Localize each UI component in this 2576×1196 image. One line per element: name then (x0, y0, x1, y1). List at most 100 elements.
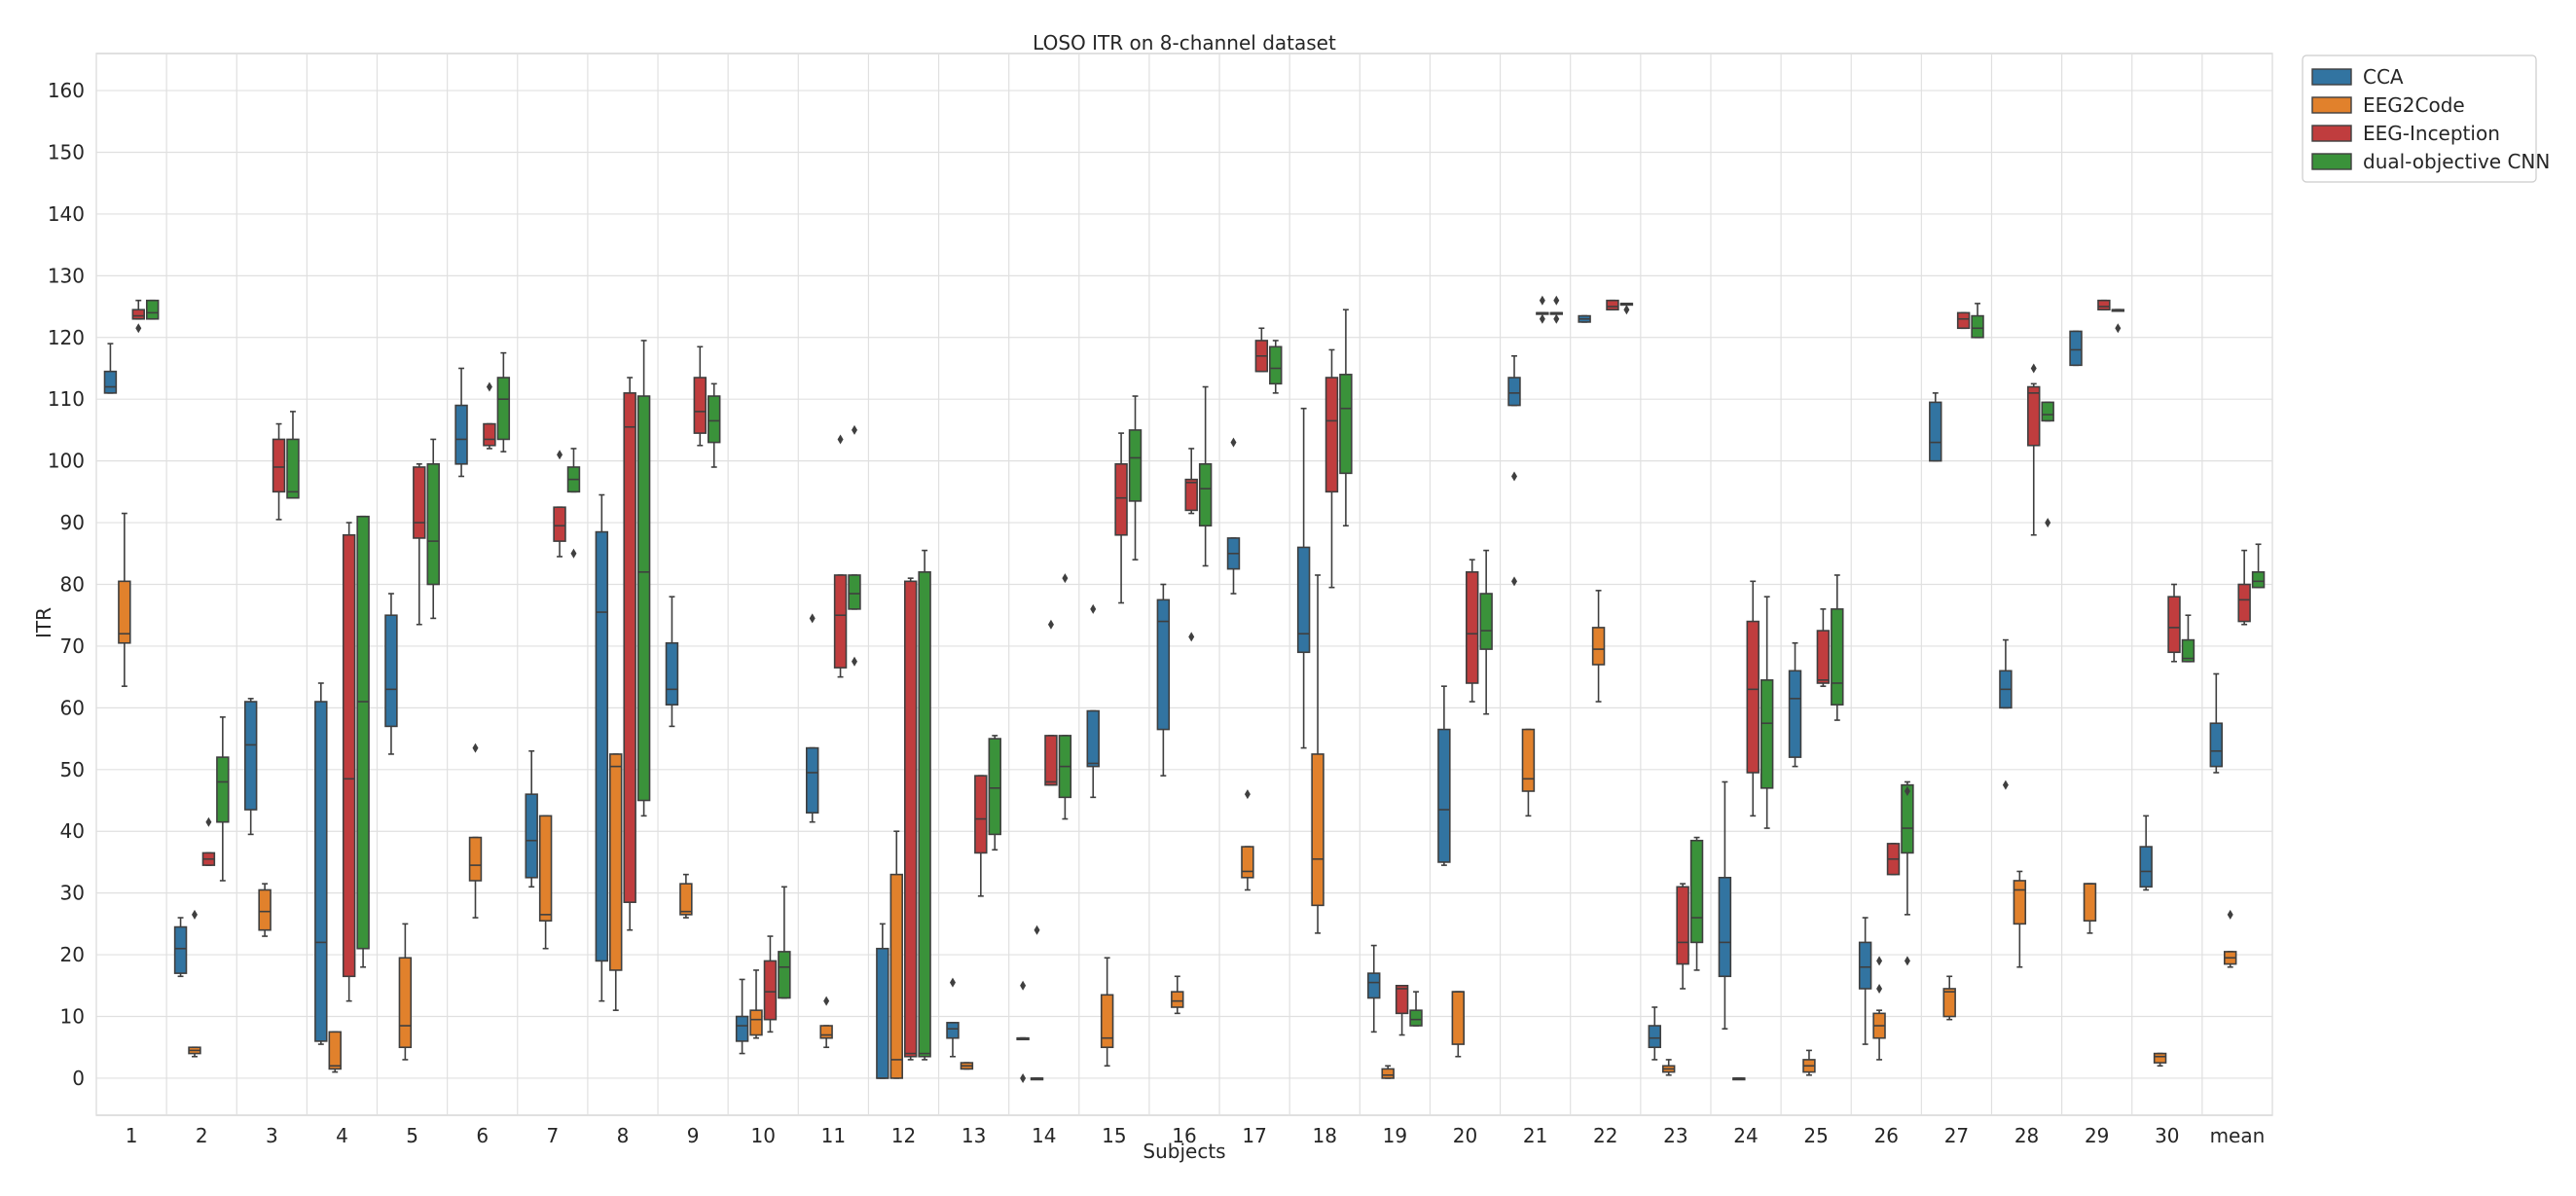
x-tick-label: 13 (961, 1124, 986, 1147)
flier-point (205, 816, 212, 827)
y-tick-label: 10 (60, 1005, 85, 1029)
box (876, 923, 889, 1079)
box-body (1788, 670, 1802, 758)
box-body (454, 404, 468, 465)
box (679, 873, 693, 919)
box-body (118, 580, 131, 644)
x-tick-label: 18 (1313, 1124, 1337, 1147)
box-body (2027, 385, 2041, 447)
box-body (806, 746, 819, 814)
flier-point (1553, 295, 1560, 306)
box-body (1648, 1025, 1661, 1049)
flier-point (135, 323, 142, 334)
x-tick-label: 15 (1102, 1124, 1126, 1147)
box (806, 613, 819, 823)
box-body (679, 883, 693, 916)
box-body (1044, 735, 1058, 786)
x-tick-label: 2 (196, 1124, 208, 1147)
box (496, 351, 511, 453)
box-body (2083, 883, 2097, 922)
chart-title: LOSO ITR on 8-channel dataset (1033, 31, 1336, 54)
box-body (2209, 722, 2224, 768)
box (1886, 843, 1901, 876)
box (1198, 385, 1213, 567)
box (1619, 303, 1634, 315)
box (2069, 330, 2083, 367)
y-tick-label: 160 (48, 79, 85, 102)
flier-point (851, 656, 857, 667)
box-body (243, 701, 258, 811)
box (398, 923, 413, 1061)
box-body (1269, 345, 1283, 385)
box-body (173, 925, 188, 974)
box-body (1128, 429, 1143, 502)
x-tick-label: 3 (266, 1124, 278, 1147)
legend-label: dual-objective CNN (2363, 150, 2550, 173)
legend-frame (2302, 54, 2537, 183)
box (1746, 580, 1760, 817)
box (1872, 956, 1886, 1061)
flier-point (1539, 295, 1545, 306)
x-tick-label: 11 (821, 1124, 846, 1147)
box-body (848, 574, 861, 610)
x-tick-label: 10 (750, 1124, 775, 1147)
box (1956, 311, 1971, 330)
series-eeg-inception (131, 295, 2251, 1061)
box-body (2167, 596, 2181, 654)
box-body (1381, 1068, 1395, 1079)
box (216, 716, 230, 882)
box (1156, 583, 1171, 777)
box (356, 515, 370, 968)
box-body (749, 1009, 763, 1036)
flier-point (191, 909, 198, 920)
box (468, 743, 483, 919)
box (342, 522, 356, 1002)
box (131, 299, 145, 334)
flier-point (837, 434, 844, 445)
flier-point (472, 743, 479, 753)
flier-point (851, 424, 857, 435)
y-tick-label: 90 (60, 511, 85, 534)
box-body (525, 793, 538, 879)
box (819, 996, 833, 1049)
x-tick-label: 30 (2155, 1124, 2179, 1147)
box (426, 438, 440, 620)
box-body (918, 571, 931, 1058)
box-series-layer (103, 295, 2266, 1083)
box (1254, 327, 1269, 373)
box (1661, 1059, 1676, 1076)
axes: 0102030405060708090100110120130140150160… (48, 79, 2265, 1147)
box (103, 343, 118, 394)
box (1466, 559, 1479, 703)
box (1339, 308, 1353, 527)
box (413, 463, 426, 626)
box-body (1100, 994, 1114, 1049)
box-body (216, 756, 230, 823)
box (665, 596, 679, 728)
box-body (2097, 299, 2111, 311)
box (1044, 619, 1058, 786)
x-tick-label: 6 (476, 1124, 489, 1147)
box-body (974, 775, 988, 854)
box-body (2237, 583, 2251, 623)
box-body (833, 574, 848, 669)
box-body (1929, 401, 1942, 462)
box-body (1324, 377, 1339, 493)
box (1521, 728, 1536, 817)
box-body (426, 463, 440, 586)
flier-point (1188, 632, 1195, 642)
box (1676, 883, 1689, 990)
box (566, 448, 581, 559)
box (2111, 308, 2125, 334)
box (1086, 603, 1100, 799)
box (1128, 395, 1143, 561)
box-body (342, 533, 356, 978)
box (2167, 583, 2181, 663)
box (1381, 1065, 1395, 1079)
box-body (413, 466, 426, 539)
box (1591, 590, 1606, 703)
y-tick-label: 80 (60, 573, 85, 597)
flier-point (1904, 785, 1910, 796)
flier-point (1020, 1072, 1027, 1083)
